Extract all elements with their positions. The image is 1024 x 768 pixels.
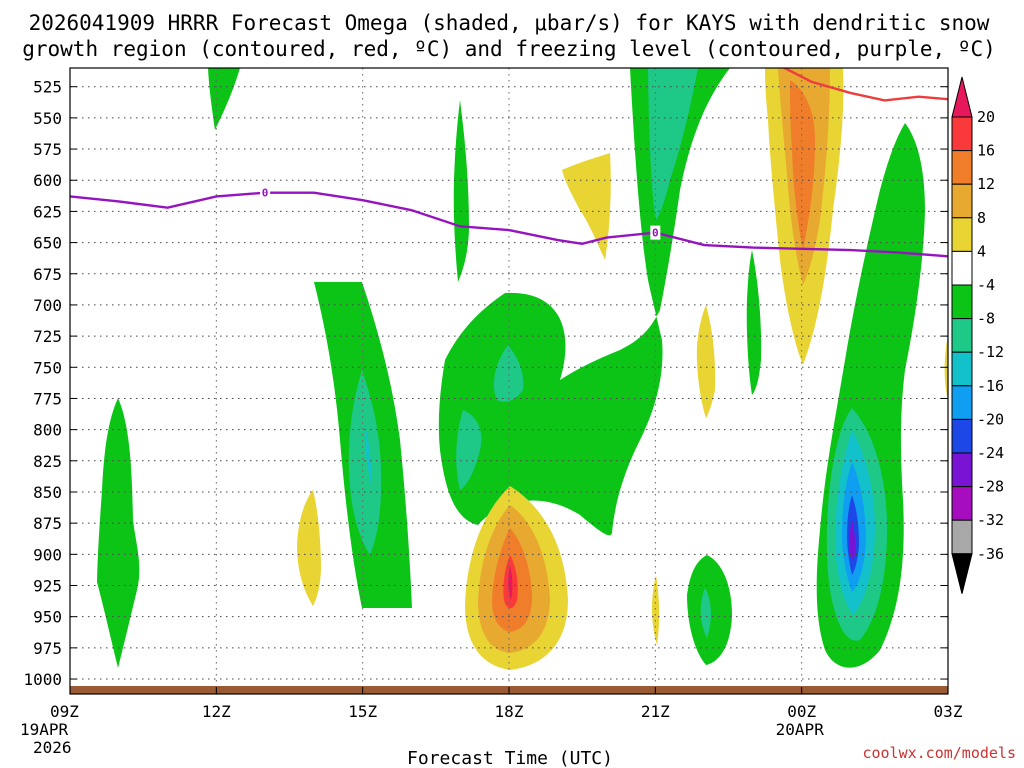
colorbar-label: 4	[977, 242, 986, 260]
colorbar-segment	[951, 486, 973, 521]
colorbar-label: -20	[977, 410, 1004, 428]
omega-region-ascent	[456, 410, 482, 490]
x-tick-label: 21Z	[641, 702, 670, 721]
freezing-level-label: 0	[262, 187, 269, 200]
omega-region-ascent	[700, 588, 711, 638]
omega-shading	[97, 68, 948, 670]
omega-region-ascent	[648, 68, 698, 220]
y-tick-label: 975	[33, 639, 62, 658]
colorbar-label: -8	[977, 310, 995, 328]
x-tick-label: 18Z	[495, 702, 524, 721]
omega-region-descent	[790, 80, 815, 250]
colorbar-segment	[951, 418, 973, 454]
colorbar-top-triangle	[951, 76, 973, 118]
omega-region-descent	[696, 305, 716, 418]
freezing-level-line	[70, 191, 948, 258]
x-tick-label: 12Z	[202, 702, 231, 721]
y-tick-label: 625	[33, 202, 62, 221]
y-tick-label: 575	[33, 140, 62, 159]
omega-region-descent	[651, 575, 660, 645]
credit-text: coolwx.com/models	[862, 744, 1016, 762]
y-tick-label: 925	[33, 577, 62, 596]
omega-region-ascent	[493, 345, 524, 402]
plot-area	[70, 68, 948, 694]
colorbar-segment	[951, 116, 973, 152]
y-tick-label: 650	[33, 234, 62, 253]
colorbar-segment	[951, 217, 973, 252]
y-tick-label: 550	[33, 109, 62, 128]
y-tick-label: 900	[33, 545, 62, 564]
colorbar-label: -36	[977, 545, 1004, 563]
colorbar-label: 8	[977, 209, 986, 227]
colorbar-label: 12	[977, 175, 995, 193]
omega-region-ascent	[453, 100, 469, 282]
omega-region-ascent	[348, 370, 382, 555]
colorbar-label: 20	[977, 108, 995, 126]
y-tick-label: 775	[33, 389, 62, 408]
y-tick-label: 850	[33, 483, 62, 502]
y-tick-label: 675	[33, 265, 62, 284]
colorbar-segment	[951, 385, 973, 420]
colorbar-segment	[951, 150, 973, 185]
x-tick-label: 03Z	[934, 702, 963, 721]
colorbar-label: -24	[977, 444, 1004, 462]
colorbar-segment	[951, 318, 973, 353]
x-tick-date: 19APR	[20, 720, 69, 739]
x-tick-label: 09Z	[50, 702, 79, 721]
omega-region-descent	[297, 490, 321, 606]
freezing-label-bg	[260, 185, 271, 200]
x-tick-label: 15Z	[348, 702, 377, 721]
chart-title-line1: 2026041909 HRRR Forecast Omega (shaded, …	[29, 11, 990, 35]
freezing-level-labels: 00	[260, 185, 661, 240]
colorbar-segment	[951, 351, 973, 387]
omega-region-ascent	[97, 398, 140, 668]
dgz-contour-line	[781, 68, 948, 102]
colorbar-bottom-triangle	[951, 553, 973, 594]
y-tick-label: 950	[33, 608, 62, 627]
y-axis: 525 550 575 600 625 650 675 700 725 750 775 800 825 8…	[23, 78, 948, 689]
colorbar-label: -28	[977, 478, 1004, 496]
y-tick-label: 1000	[23, 670, 62, 689]
omega-region-ascent	[746, 250, 762, 395]
omega-region-ascent	[438, 68, 730, 536]
colorbar-segment	[951, 183, 973, 219]
colorbar: 20 16 12 8 4 -4 -8 -12 -16 -20 -24 -28 -32 -36	[951, 76, 1004, 594]
freezing-label-bg	[650, 225, 661, 240]
colorbar-label: -12	[977, 343, 1004, 361]
colorbar-label: -32	[977, 511, 1004, 529]
y-tick-label: 750	[33, 358, 62, 377]
freezing-level-label: 0	[652, 227, 659, 240]
y-tick-label: 600	[33, 171, 62, 190]
y-tick-label: 875	[33, 514, 62, 533]
colorbar-segment	[951, 519, 973, 555]
omega-region-ascent	[849, 520, 856, 559]
colorbar-label: -16	[977, 377, 1004, 395]
y-tick-label: 825	[33, 452, 62, 471]
y-tick-label: 525	[33, 78, 62, 97]
y-tick-label: 800	[33, 421, 62, 440]
omega-region-ascent	[364, 425, 372, 490]
grid-lines	[70, 68, 948, 694]
y-tick-label: 725	[33, 327, 62, 346]
colorbar-label: -4	[977, 276, 995, 294]
x-tick-label: 00Z	[787, 702, 816, 721]
x-tick-date: 20APR	[776, 720, 825, 739]
colorbar-label: 16	[977, 142, 995, 160]
colorbar-segment	[951, 250, 973, 286]
x-tick-year: 2026	[33, 738, 72, 757]
colorbar-segment	[951, 452, 973, 488]
y-tick-label: 700	[33, 296, 62, 315]
colorbar-segment	[951, 284, 973, 320]
x-axis-label: Forecast Time (UTC)	[407, 748, 613, 768]
omega-region-ascent	[208, 68, 240, 130]
chart-title-line2: growth region (contoured, red, ºC) and f…	[22, 37, 996, 61]
